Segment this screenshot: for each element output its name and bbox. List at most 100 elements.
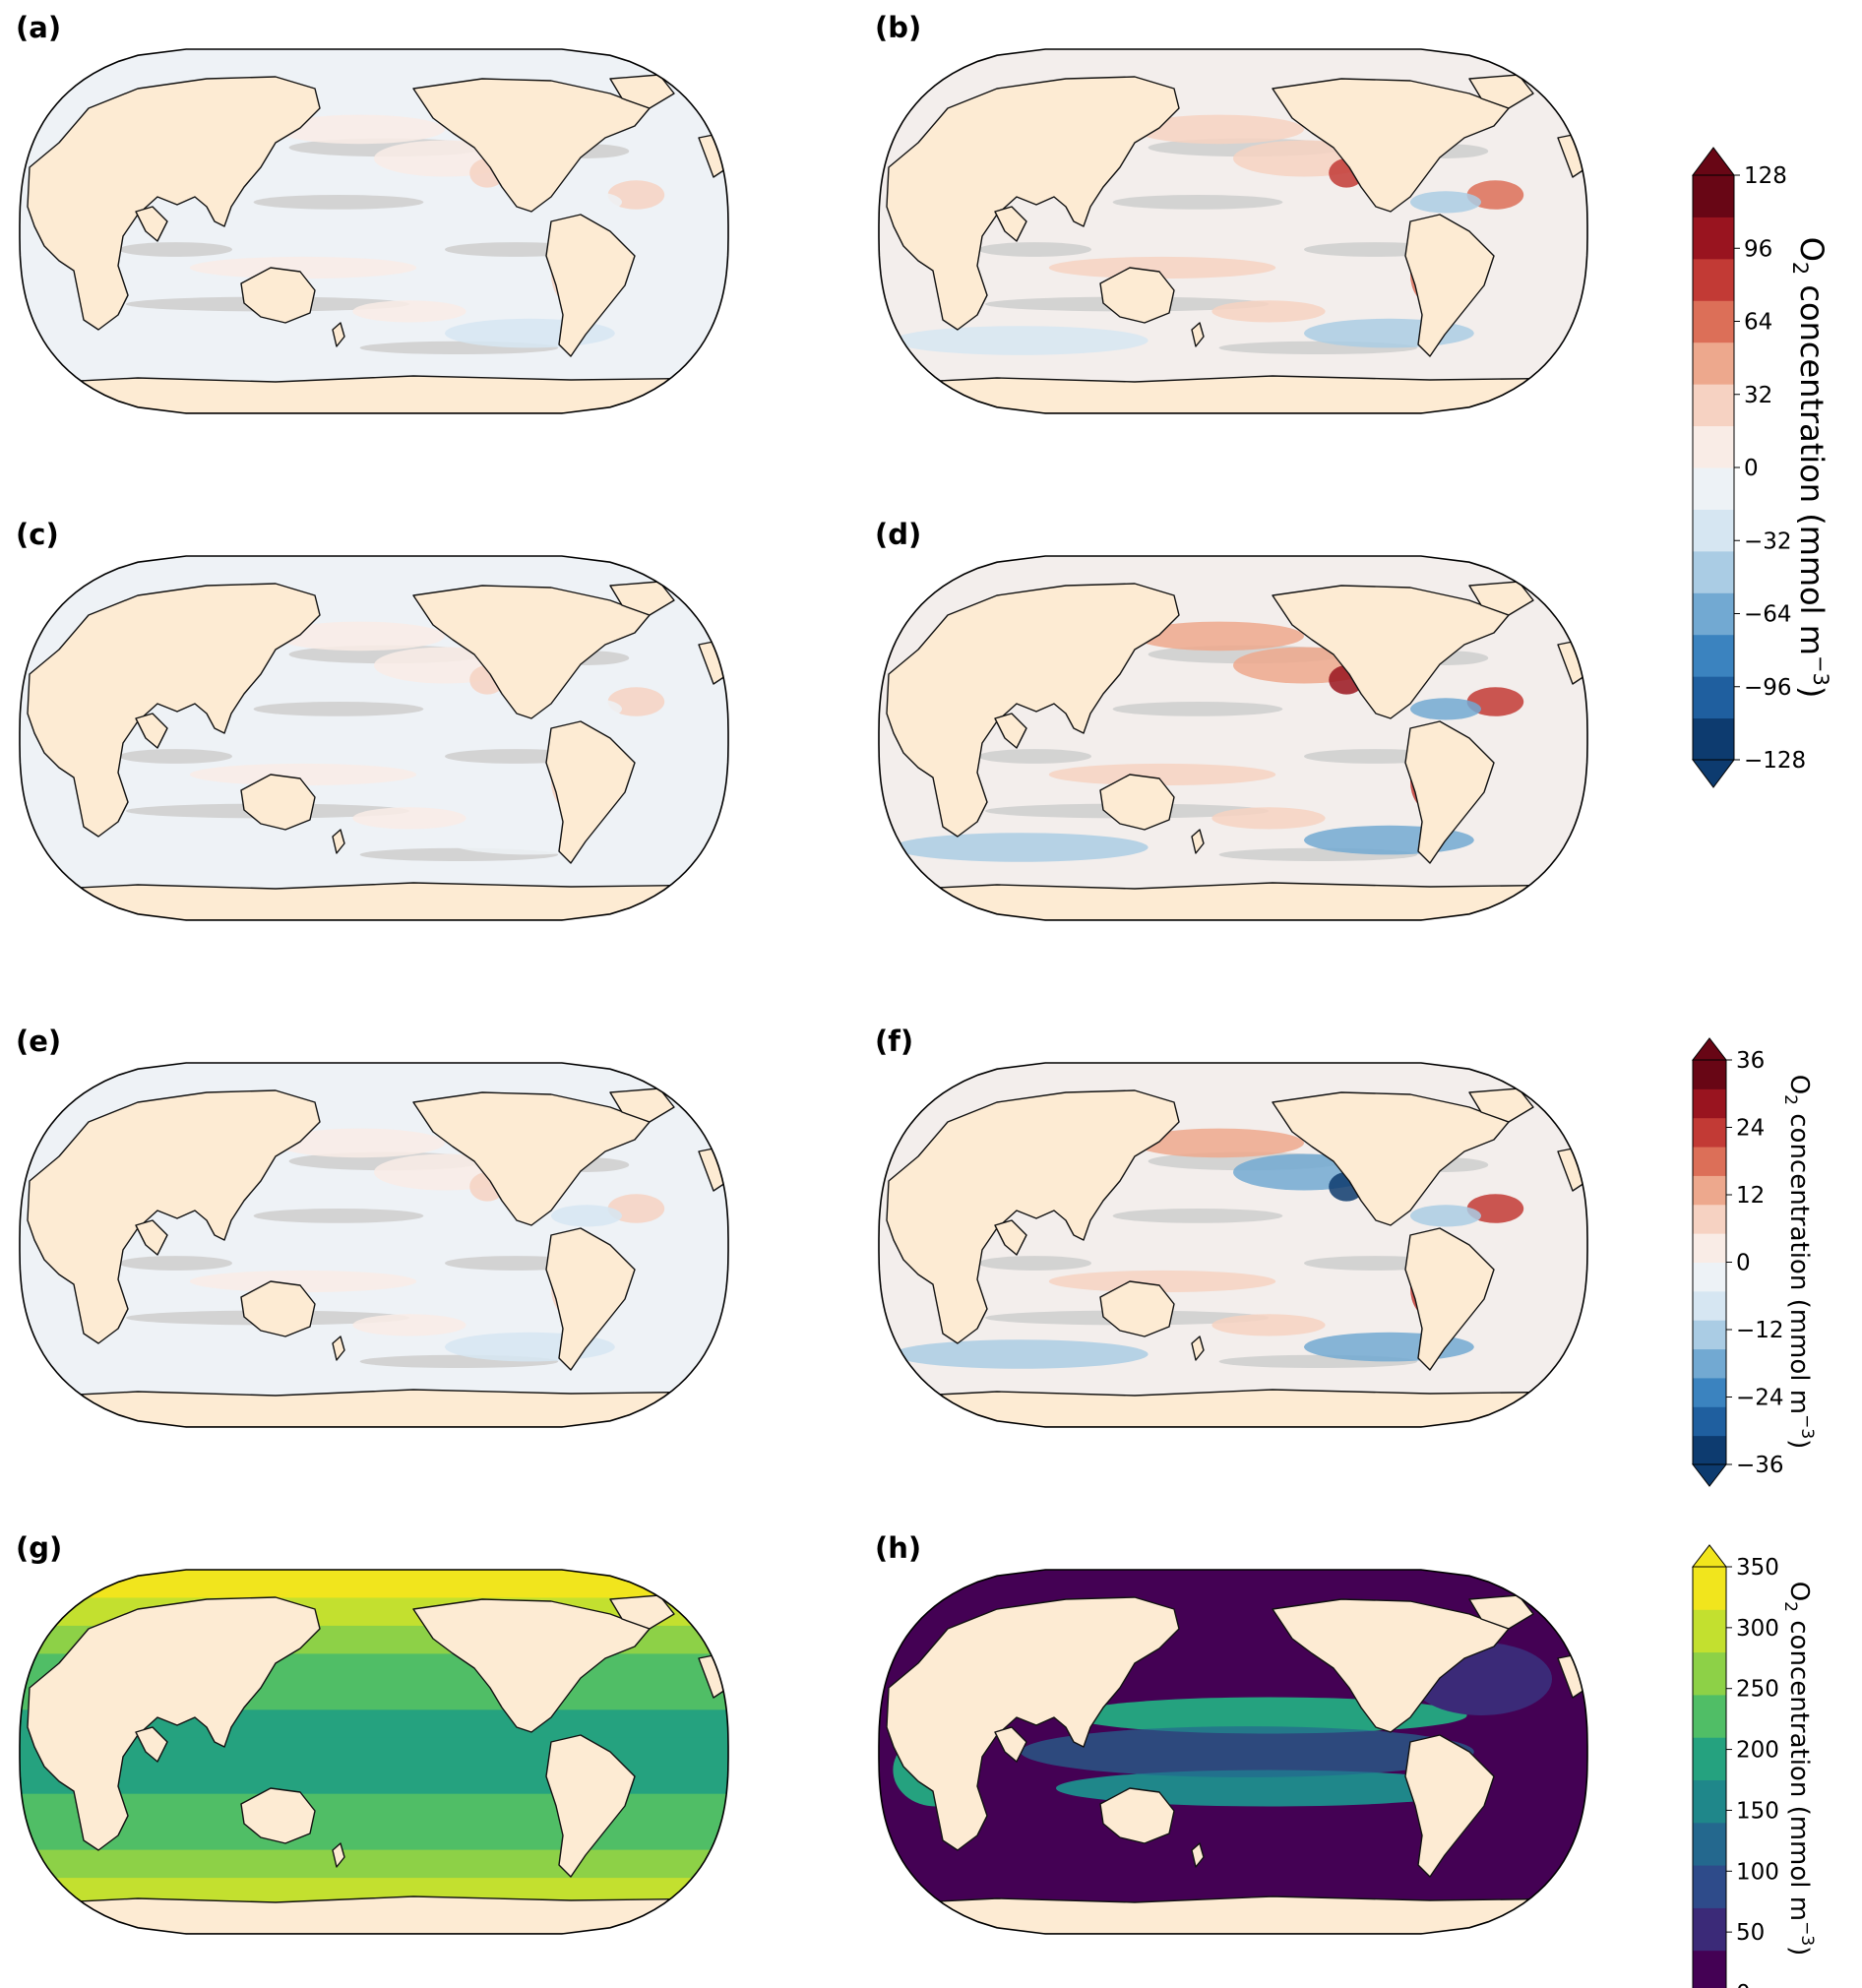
colorbar-swatch <box>1693 1950 1726 1988</box>
land-mass <box>545 1227 636 1371</box>
colorbar-swatch <box>1693 1435 1726 1465</box>
no-signal-band <box>118 749 232 764</box>
colorbar-swatch <box>1693 717 1734 761</box>
colorbar-tick-label: 0 <box>1736 1251 1751 1276</box>
land-mass <box>27 583 321 838</box>
colorbar-tick-label: 96 <box>1744 236 1772 262</box>
land-mass <box>1099 1280 1175 1337</box>
colorbar-swatch <box>1693 1822 1726 1866</box>
colorbar-swatch <box>1693 300 1734 343</box>
anomaly-patch <box>1134 621 1304 652</box>
panel-label-d: (d) <box>875 518 921 551</box>
land-mass <box>27 1089 321 1344</box>
no-signal-band <box>118 1256 232 1271</box>
colorbar-swatch <box>1693 1290 1726 1321</box>
land-mass <box>135 1219 168 1256</box>
map-frame <box>878 48 1588 414</box>
anomaly-patch <box>352 807 466 830</box>
no-signal-band <box>1112 702 1283 716</box>
anomaly-patch <box>551 698 622 720</box>
anomaly-patch <box>352 1314 466 1336</box>
anomaly-patch <box>1211 300 1326 323</box>
colorbar-tick-label: 200 <box>1736 1738 1779 1764</box>
anomaly-patch <box>893 833 1148 862</box>
colorbar-swatch <box>1693 342 1734 385</box>
ocean-field-c <box>20 556 728 920</box>
land-mass <box>886 1089 1180 1344</box>
no-signal-band <box>977 1256 1091 1271</box>
land-mass <box>994 1219 1027 1256</box>
land-mass <box>332 1336 345 1361</box>
land-mass <box>240 1280 316 1337</box>
land-mass <box>135 206 168 242</box>
colorbar-middle-title: O2 concentration (mmol m−3) <box>1780 1075 1817 1450</box>
anomaly-patch <box>893 326 1148 355</box>
land-mass <box>1099 1787 1175 1844</box>
no-signal-band <box>253 195 424 210</box>
anomaly-patch <box>33 833 289 862</box>
colorbar-tick-label: −64 <box>1744 602 1792 628</box>
anomaly-patch <box>1048 1270 1276 1293</box>
colorbar-swatch <box>1693 175 1734 217</box>
colorbar-swatch <box>1693 1348 1726 1379</box>
colorbar-middle-title-rest: concentration (mmol m <box>1784 1105 1814 1414</box>
land-mass <box>1272 585 1510 719</box>
land-mass <box>135 1726 168 1763</box>
colorbar-tick-label: 12 <box>1736 1183 1765 1209</box>
land-mass <box>609 1594 675 1630</box>
anomaly-patch <box>1466 180 1524 210</box>
land-mass <box>20 882 728 920</box>
anomaly-patch <box>1048 256 1276 280</box>
land-mass <box>412 585 651 719</box>
colorbar-swatch <box>1693 1406 1726 1437</box>
colorbar-outline <box>1692 1566 1727 1988</box>
anomaly-patch <box>1466 687 1524 716</box>
colorbar-bottom-title: O2 concentration (mmol m−3) <box>1780 1582 1817 1957</box>
colorbar-top-title-sub: 2 <box>1788 262 1812 275</box>
land-mass <box>20 1895 728 1934</box>
land-mass <box>1099 267 1175 324</box>
land-mass <box>1404 1734 1495 1878</box>
map-frame <box>19 555 729 921</box>
colorbar-extend-max <box>1691 1037 1728 1061</box>
land-mass <box>1191 322 1205 347</box>
colorbar-bottom-title-main: O <box>1784 1582 1814 1601</box>
land-mass <box>879 1389 1587 1427</box>
anomaly-patch <box>551 1205 622 1227</box>
anomaly-patch <box>275 114 445 145</box>
colorbar-middle-title-close: ) <box>1784 1439 1814 1449</box>
no-signal-band <box>1112 1209 1283 1223</box>
land-mass <box>1191 829 1205 854</box>
colorbar-tick-label: 32 <box>1744 383 1772 408</box>
colorbar-tick-label: −96 <box>1744 675 1792 701</box>
colorbar-top-title-sup: −3 <box>1809 655 1832 686</box>
colorbar-swatch <box>1693 1233 1726 1263</box>
land-mass <box>886 76 1180 331</box>
colorbar-swatch <box>1693 592 1734 636</box>
panel-label-a: (a) <box>16 11 61 44</box>
colorbar-extend-min <box>1692 759 1735 788</box>
land-mass <box>1468 1087 1534 1123</box>
colorbar-swatch <box>1693 1737 1726 1780</box>
map-frame <box>19 1062 729 1428</box>
concentration-band <box>20 1849 728 1880</box>
land-mass <box>20 1389 728 1427</box>
colorbar-top: O2 concentration (mmol m−3) 128 96 64 32 0 −3… <box>1692 147 1832 788</box>
colorbar-tick-label: 128 <box>1744 163 1787 189</box>
colorbar-swatch <box>1693 1651 1726 1696</box>
map-frame <box>19 48 729 414</box>
anomaly-patch <box>1410 698 1481 720</box>
land-mass <box>886 583 1180 838</box>
colorbar-tick-label: 100 <box>1736 1859 1779 1885</box>
colorbar-swatch <box>1693 1088 1726 1119</box>
anomaly-patch <box>275 1128 445 1158</box>
colorbar-swatch <box>1693 258 1734 301</box>
colorbar-swatch <box>1693 1204 1726 1234</box>
anomaly-patch <box>352 300 466 323</box>
colorbar-swatch <box>1693 676 1734 719</box>
anomaly-patch <box>189 1270 417 1293</box>
concentration-band <box>1021 1726 1474 1777</box>
anomaly-patch <box>275 621 445 652</box>
colorbar-swatch <box>1693 550 1734 593</box>
land-mass <box>20 375 728 413</box>
